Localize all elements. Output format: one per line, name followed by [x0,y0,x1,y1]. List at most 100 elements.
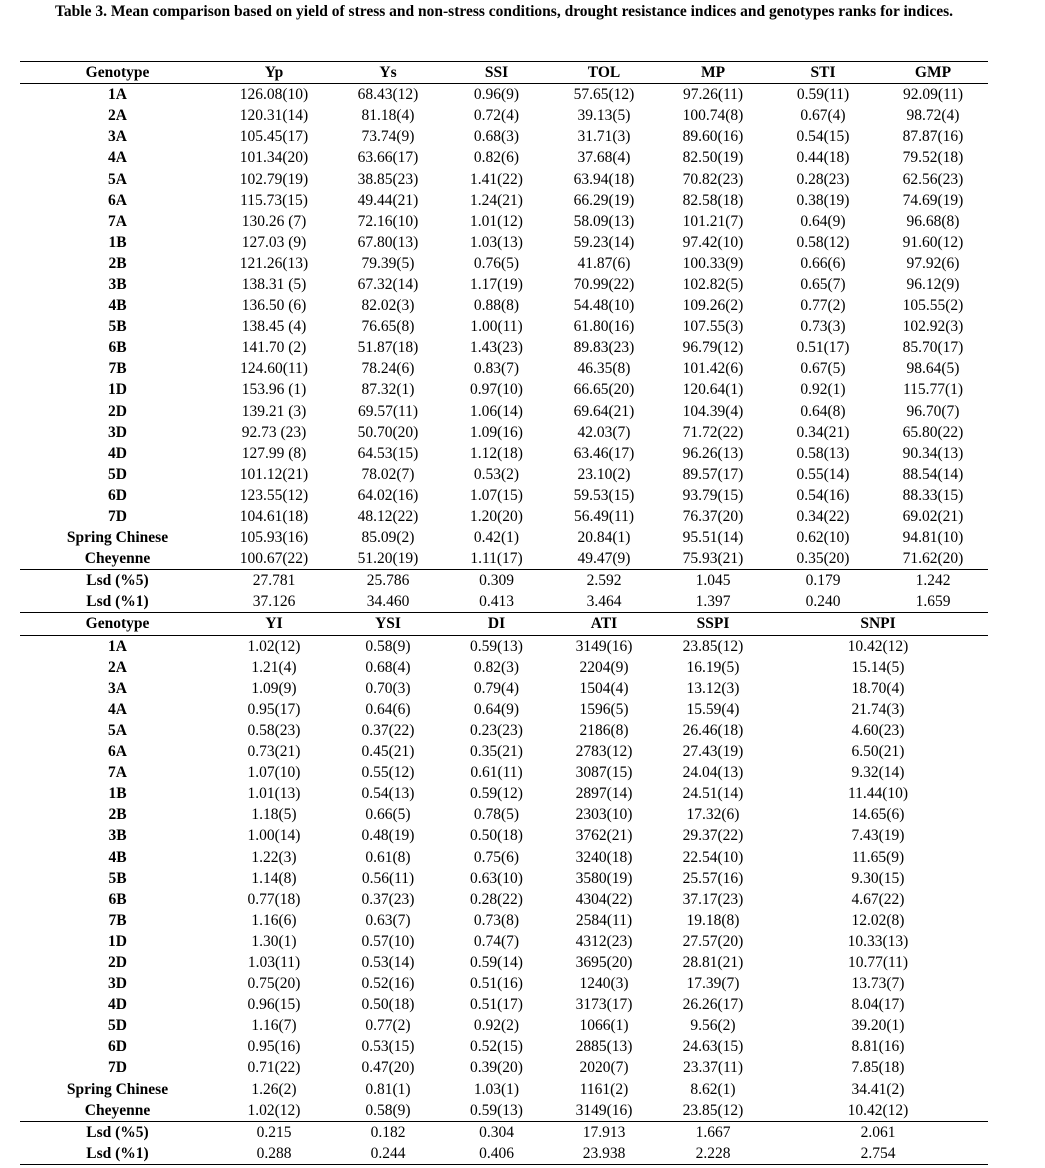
value-cell: 64.02(16) [357,486,419,504]
table-row: 5B 1.14(8) 0.56(11) 0.63(10) 3580(19) 25.57(1… [20,868,988,889]
value-cell: 72.16(10) [357,212,419,230]
table-row: 6A 115.73(15) 49.44(21) 1.24(21) 66.29(19) 82… [20,190,988,211]
value-cell: 1.09(9) [251,679,297,697]
value-cell: 10.42(12) [847,637,909,655]
value-cell: 63.46(17) [573,444,635,462]
value-cell: 7.85(18) [851,1059,905,1077]
value-cell: 1.21(4) [251,658,297,676]
value-cell: 102.79(19) [239,170,309,188]
genotype-cell: 1D [108,932,127,950]
value-cell: 74.69(19) [902,191,964,209]
value-cell: 88.54(14) [902,465,964,483]
value-cell: 3762(21) [575,827,633,845]
table-row: 2D 1.03(11) 0.53(14) 0.59(14) 3695(20) 28.81(… [20,952,988,973]
value-cell: 0.62(10) [796,529,850,547]
value-cell: 2584(11) [575,911,633,929]
value-cell: 1.09(16) [470,423,523,441]
value-cell: 2.592 [550,569,658,592]
value-cell: 0.309 [443,569,550,592]
value-cell: 92.09(11) [902,86,964,104]
genotype-cell: 2B [108,806,127,824]
table-row: 2A 120.31(14) 81.18(4) 0.72(4) 39.13(5) 100.7… [20,105,988,126]
value-cell: 25.786 [333,569,443,592]
value-cell: 1.03(13) [470,233,523,251]
table-row: 1B 1.01(13) 0.54(13) 0.59(12) 2897(14) 24.51(… [20,783,988,804]
column-header: MP [658,60,768,85]
value-cell: 0.68(3) [473,128,520,146]
genotype-cell: 4D [108,444,127,462]
value-cell: 1.22(3) [251,848,297,866]
value-cell: 66.29(19) [573,191,635,209]
table-row: 1D 153.96 (1) 87.32(1) 0.97(10) 66.65(20) 120… [20,379,988,400]
table-row: 3D 92.73 (23) 50.70(20) 1.09(16) 42.03(7) 71.… [20,422,988,443]
value-cell: 96.12(9) [906,275,960,293]
genotype-cell: 1B [108,233,127,251]
value-cell: 97.42(10) [682,233,744,251]
value-cell: 1.24(21) [470,191,523,209]
value-cell: 49.44(21) [357,191,419,209]
value-cell: 0.73(3) [800,318,846,336]
lsd-row: Lsd (%1) 37.126 34.460 0.413 3.464 1.397 0.240… [20,591,988,614]
value-cell: 0.63(7) [365,911,411,929]
value-cell: 0.34(21) [796,423,850,441]
value-cell: 0.77(2) [800,297,846,315]
value-cell: 37.68(4) [577,149,631,167]
value-cell: 91.60(12) [902,233,964,251]
value-cell: 11.65(9) [851,848,905,866]
value-cell: 89.60(16) [682,128,744,146]
table-row: 2B 1.18(5) 0.66(5) 0.78(5) 2303(10) 17.32(6) 1… [20,804,988,825]
value-cell: 81.18(4) [361,107,415,125]
value-cell: 2783(12) [575,743,633,761]
value-cell: 78.24(6) [361,360,415,378]
value-cell: 0.59(12) [470,785,523,803]
value-cell: 102.92(3) [902,318,964,336]
value-cell: 3149(16) [575,1101,633,1119]
value-cell: 0.83(7) [473,360,520,378]
value-cell: 67.80(13) [357,233,419,251]
value-cell: 1.26(2) [251,1080,297,1098]
value-cell: 3695(20) [575,953,633,971]
value-cell: 66.65(20) [573,381,635,399]
value-cell: 50.70(20) [357,423,419,441]
value-cell: 1.02(12) [247,1101,301,1119]
table-row: 2B 121.26(13) 79.39(5) 0.76(5) 41.87(6) 100.3… [20,253,988,274]
value-cell: 97.26(11) [682,86,744,104]
lsd-row: Lsd (%5) 27.781 25.786 0.309 2.592 1.045 0.179… [20,569,988,592]
value-cell: 17.39(7) [686,975,740,993]
genotype-cell: 6A [108,743,127,761]
value-cell: 0.51(17) [470,996,523,1014]
value-cell: 3149(16) [575,637,633,655]
genotype-cell: 2A [108,658,127,676]
value-cell: 27.57(20) [682,932,744,950]
column-header: SSI [443,60,550,85]
value-cell: 0.413 [443,591,550,614]
value-cell: 70.82(23) [682,170,744,188]
value-cell: 2204(9) [579,658,629,676]
table-row: 6D 123.55(12) 64.02(16) 1.07(15) 59.53(15) 93… [20,485,988,506]
value-cell: 0.28(22) [470,890,523,908]
value-cell: 13.12(3) [686,679,740,697]
value-cell: 2885(13) [575,1038,633,1056]
value-cell: 69.64(21) [573,402,635,420]
value-cell: 0.406 [443,1142,550,1165]
genotype-cell: 4D [108,996,127,1014]
value-cell: 0.73(21) [247,743,301,761]
table-row: 4D 127.99 (8) 64.53(15) 1.12(18) 63.46(17) 96… [20,443,988,464]
value-cell: 105.55(2) [902,297,964,315]
value-cell: 0.50(18) [470,827,523,845]
table-row: 1D 1.30(1) 0.57(10) 0.74(7) 4312(23) 27.57(20… [20,931,988,952]
value-cell: 0.28(23) [796,170,850,188]
genotype-cell: 6B [108,339,127,357]
table-row: 5D 101.12(21) 78.02(7) 0.53(2) 23.10(2) 89.57… [20,464,988,485]
value-cell: 34.41(2) [851,1080,905,1098]
value-cell: 56.49(11) [573,508,635,526]
value-cell: 2.754 [768,1142,988,1165]
value-cell: 10.42(12) [847,1101,909,1119]
value-cell: 1.03(11) [247,953,301,971]
value-cell: 92.73 (23) [241,423,307,441]
value-cell: 1596(5) [579,700,629,718]
value-cell: 82.50(19) [682,149,744,167]
value-cell: 51.87(18) [357,339,419,357]
value-cell: 96.79(12) [682,339,744,357]
value-cell: 0.95(17) [247,700,301,718]
